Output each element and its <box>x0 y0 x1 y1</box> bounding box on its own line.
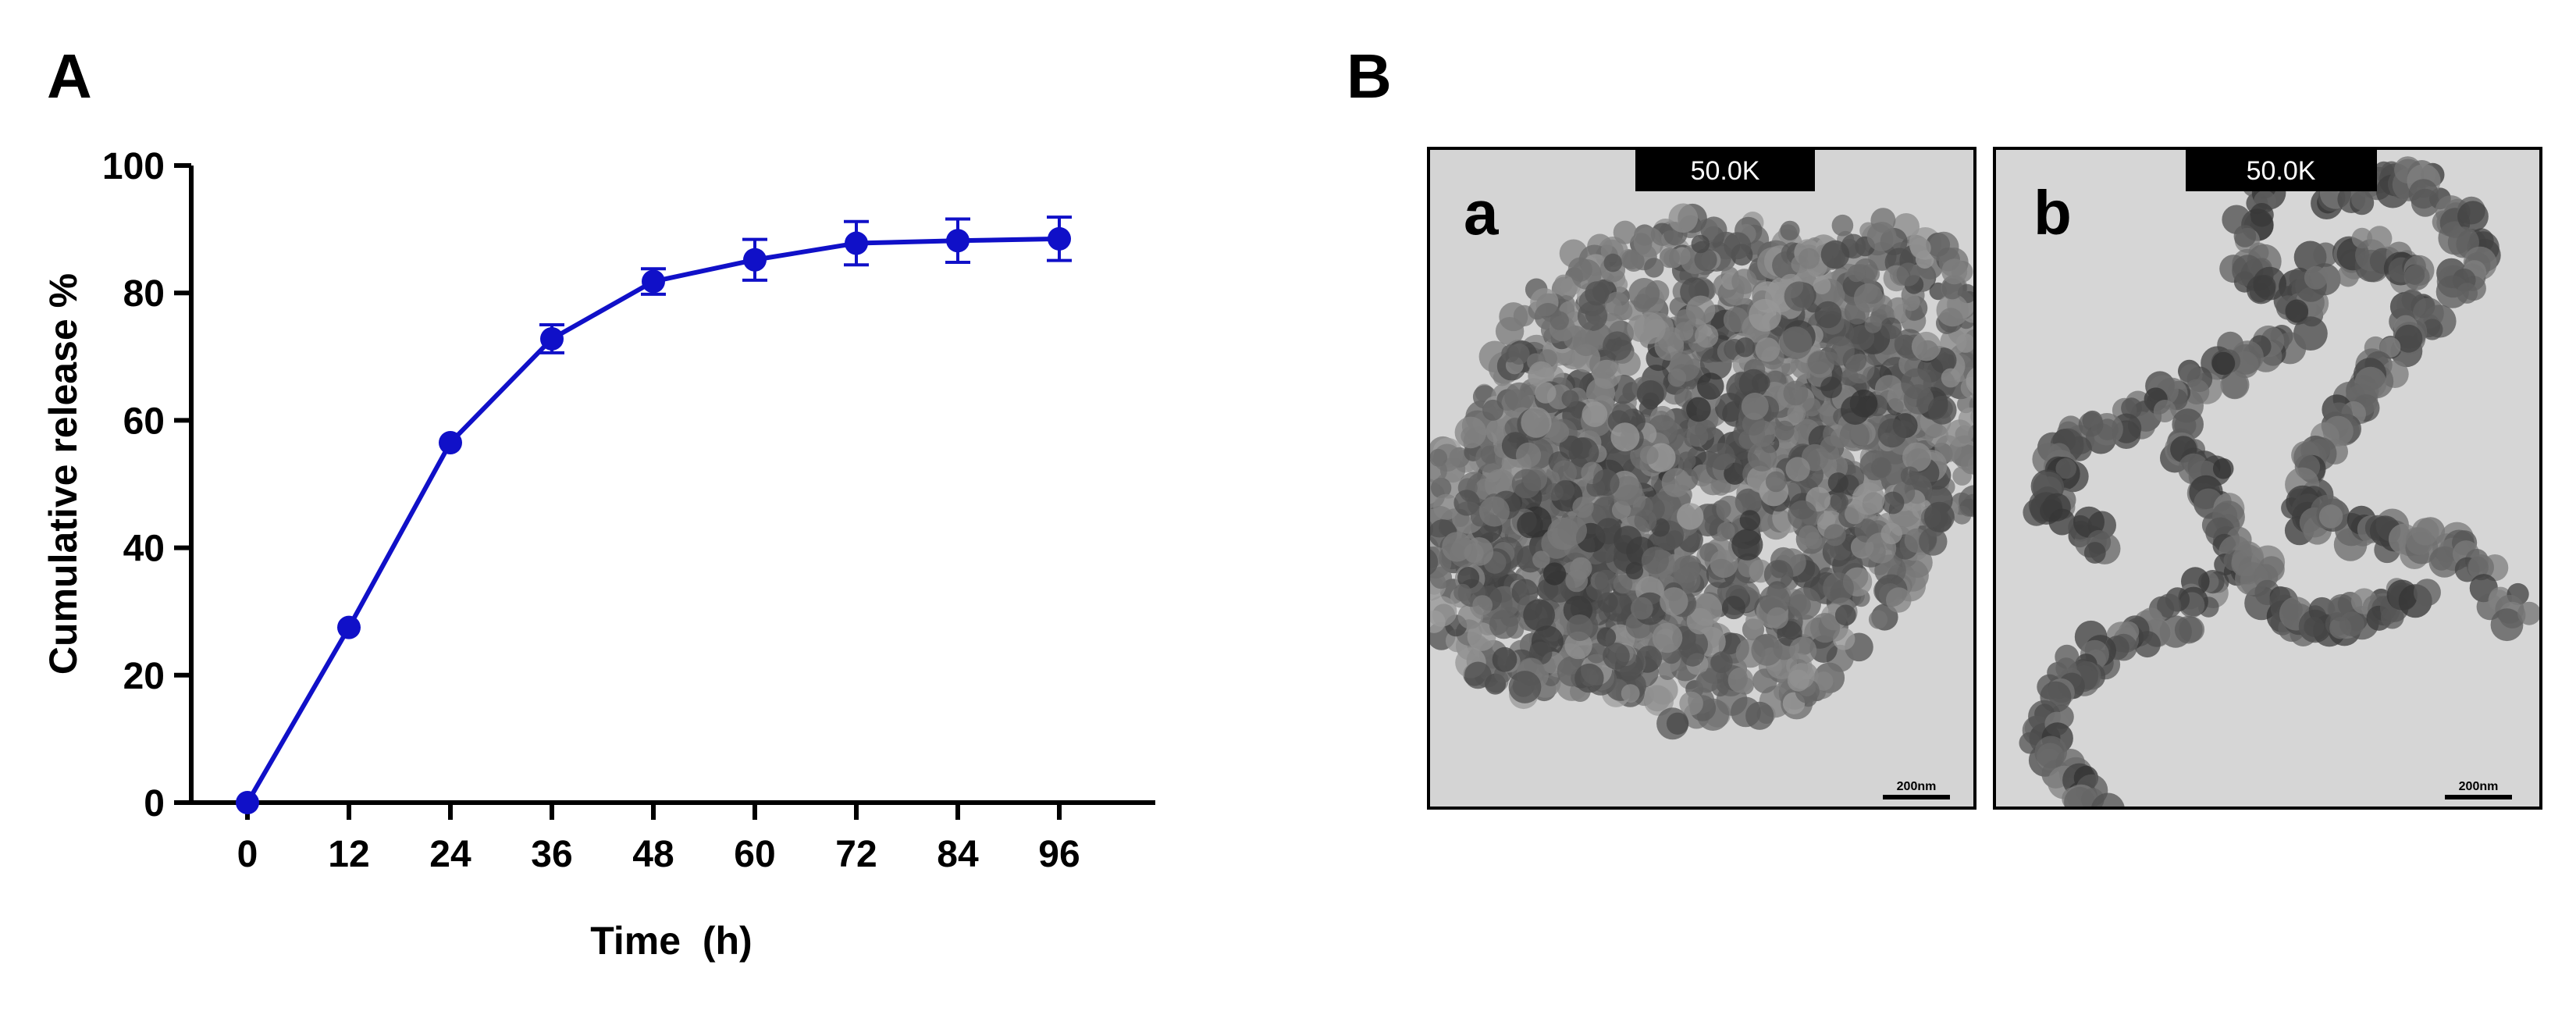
y-axis-label: Cumulative release % <box>41 273 85 675</box>
tem-a-scale-label: 200nm <box>1897 780 1937 793</box>
data-point <box>946 229 970 253</box>
y-ticks: 0 20 40 60 80 100 <box>102 146 191 824</box>
tem-a-particles <box>1429 203 1975 740</box>
x-tick-label: 60 <box>734 834 775 875</box>
x-tick-label: 24 <box>429 834 471 875</box>
tem-a-magnification: 50.0K <box>1691 156 1760 186</box>
tem-b-scale-label: 200nm <box>2459 780 2499 793</box>
x-ticks: 0 12 24 36 48 60 72 84 96 <box>237 803 1080 875</box>
data-point <box>1048 226 1071 251</box>
data-point <box>743 247 767 272</box>
panel-a-label: A <box>47 41 92 111</box>
data-point <box>845 231 868 255</box>
error-bars <box>539 215 1072 354</box>
y-tick-label: 40 <box>123 529 165 570</box>
tem-a-sublabel: a <box>1464 178 1499 247</box>
y-tick-label: 20 <box>123 656 165 697</box>
series-line <box>245 236 1060 804</box>
y-tick-label: 60 <box>123 401 165 442</box>
tem-b-magnification: 50.0K <box>2247 156 2316 186</box>
tem-b-particles <box>2019 148 2541 808</box>
data-point <box>337 615 361 639</box>
x-tick-label: 84 <box>937 834 979 875</box>
tem-b-sublabel: b <box>2033 178 2072 247</box>
y-tick-label: 0 <box>144 783 165 824</box>
data-point <box>540 326 564 351</box>
x-tick-label: 72 <box>835 834 877 875</box>
data-point <box>236 791 259 814</box>
x-tick-label: 96 <box>1038 834 1080 875</box>
x-tick-label: 36 <box>531 834 572 875</box>
tem-image-b: 50.0K b 200nm <box>1993 147 2542 810</box>
tem-a-mag-badge <box>1635 148 1815 191</box>
data-point <box>439 430 462 454</box>
tem-b-mag-badge <box>2186 148 2377 191</box>
tem-image-a: 50.0K a 200nm <box>1427 147 1976 810</box>
data-points <box>236 226 1071 814</box>
x-tick-label: 12 <box>328 834 369 875</box>
panel-b-label: B <box>1347 41 1392 111</box>
y-tick-label: 100 <box>102 146 165 187</box>
data-point <box>642 269 665 294</box>
x-axis-label: Time (h) <box>590 919 752 963</box>
x-tick-label: 0 <box>237 834 258 875</box>
y-tick-label: 80 <box>123 273 165 315</box>
x-tick-label: 48 <box>632 834 674 875</box>
